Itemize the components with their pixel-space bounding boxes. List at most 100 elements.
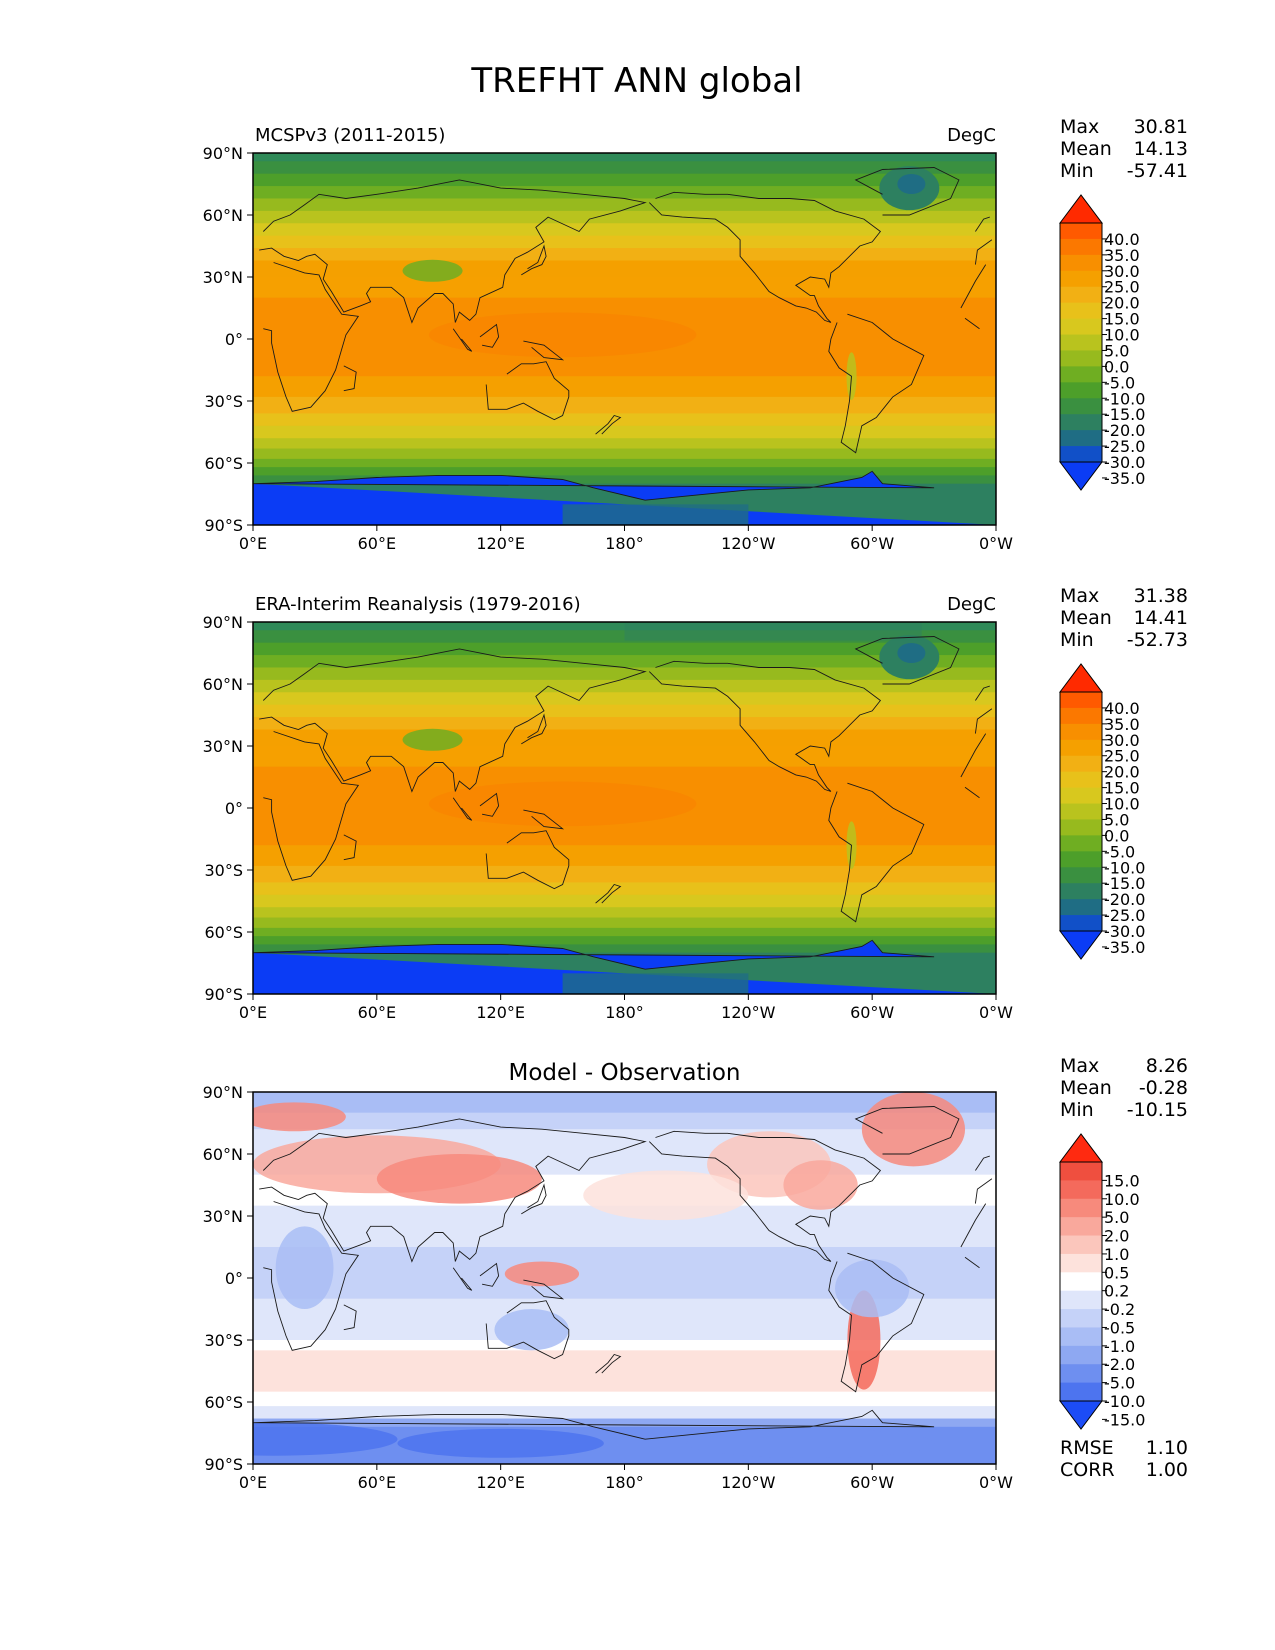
colorbar-segment [1060,723,1102,741]
x-tick-label: 120°W [721,534,776,553]
stat-value: -10.15 [1127,1099,1188,1121]
colorbar-tick-label: 25.0 [1104,747,1140,766]
coastline [452,1267,473,1291]
panel-title-left: ERA-Interim Reanalysis (1979-2016) [255,594,581,615]
colorbar-extend-max [1059,663,1103,693]
colorbar-tick-label: 1.0 [1104,1245,1129,1264]
metric-label: CORR [1060,1459,1115,1481]
coastline [828,313,925,454]
y-tick-label: 30°S [204,861,243,880]
coastline [343,365,357,392]
colorbar-tick-label: -20.0 [1104,421,1145,440]
colorbar-tick-label: -10.0 [1104,389,1145,408]
coastline [479,323,500,348]
temperature-band [253,223,996,237]
coastline [595,1353,622,1374]
stat-value: -57.41 [1127,160,1188,182]
temperature-band [253,425,996,439]
colorbar-segment [1060,318,1102,336]
temperature-band [253,467,996,476]
colorbar-tick-label: 20.0 [1104,763,1140,782]
colorbar-extend-max [1059,194,1103,224]
y-tick-label: 0° [225,1269,243,1288]
x-tick-label: 120°E [476,1473,525,1492]
temperature-band [253,717,996,730]
temperature-band [253,865,996,883]
coastline [263,731,987,881]
colorbar-segment [1060,1309,1102,1328]
coastline [259,179,993,324]
colorbar-tick-label: 40.0 [1104,230,1140,249]
difference-anomaly [835,1259,910,1318]
colorbar-tick-label: 10.0 [1104,795,1140,814]
stat-label: Mean [1060,138,1112,160]
temperature-band [253,198,996,212]
y-tick-label: 90°S [204,985,243,1004]
stat-value: -0.28 [1139,1077,1188,1099]
map-panel-2: ERA-Interim Reanalysis (1979-2016) DegC 0°… [203,585,1188,1022]
temperature-band [253,376,996,398]
stat-label: Min [1060,1099,1094,1121]
metric-value: 1.10 [1146,1437,1188,1459]
temperature-band [253,186,996,199]
colorbar-tick-label: 25.0 [1104,278,1140,297]
coastline [523,809,565,830]
difference-band [253,1406,996,1420]
temperature-band [253,153,996,162]
panel-units: DegC [947,594,996,615]
coastline [523,1279,565,1300]
stat-value: 8.26 [1146,1055,1188,1077]
panel-title-center: Model - Observation [508,1060,740,1086]
temperature-band [253,917,996,929]
colorbar-tick-label: 35.0 [1104,246,1140,265]
y-tick-label: 30°N [203,737,243,756]
difference-anomaly [861,1092,966,1167]
stat-label: Max [1060,1055,1099,1077]
coastline [485,361,570,421]
stats-block: Max 8.26 Mean -0.28 Min -10.15 [1060,1055,1188,1121]
temperature-band [253,907,996,919]
coastline [854,636,960,685]
colorbar-extend-max [1059,1133,1103,1163]
temperature-band [253,297,996,377]
colorbar-tick-label: -15.0 [1104,1410,1145,1429]
temperature-band [253,475,996,485]
colorbar-segment [1060,1364,1102,1384]
coastline [479,792,500,817]
y-tick-label: 30°S [204,1331,243,1350]
x-tick-label: 0°E [239,534,267,553]
temperature-band [253,882,996,896]
panel-title-left: MCSPv3 (2011-2015) [255,125,445,146]
colorbar-segment [1060,286,1102,304]
colorbar-frame [1059,691,1103,932]
difference-band [253,1418,996,1428]
x-tick-label: 120°W [721,1003,776,1022]
map-field [253,622,996,994]
map-panel-1: MCSPv3 (2011-2015) DegC 0°E 60°E 120°E 180° 12… [203,116,1188,553]
difference-band [253,1092,996,1114]
colorbar-tick-label: -35.0 [1104,938,1145,957]
tibet-plateau [402,259,463,282]
temperature-band [253,642,996,656]
coastline [854,167,960,216]
colorbar-segment [1060,302,1102,320]
colorbar-tick-label: 20.0 [1104,294,1140,313]
x-tick-label: 180° [605,1473,644,1492]
metrics-block: RMSE 1.10 CORR 1.00 [1060,1437,1188,1481]
colorbar-segment [1060,254,1102,272]
x-tick-label: 60°E [358,1003,396,1022]
x-tick-label: 60°W [850,534,894,553]
temperature-band [253,845,996,867]
difference-band [253,1350,996,1393]
colorbar-segment [1060,755,1102,773]
stats-block: Max 30.81 Mean 14.13 Min -57.41 [1060,116,1188,182]
arctic-ocean-band [624,622,922,641]
stats-block: Max 31.38 Mean 14.41 Min -52.73 [1060,585,1188,651]
colorbar-segment [1060,899,1102,916]
map-panel-3: Model - Observation 0°E 60°E 120°E 180° 120°W… [203,1055,1188,1492]
colorbar-tick-label: 15.0 [1104,310,1140,329]
difference-anomaly [376,1154,542,1204]
colorbar-tick-label: -5.0 [1104,1374,1135,1393]
tibet-plateau [402,728,463,751]
temperature-band [253,235,996,249]
